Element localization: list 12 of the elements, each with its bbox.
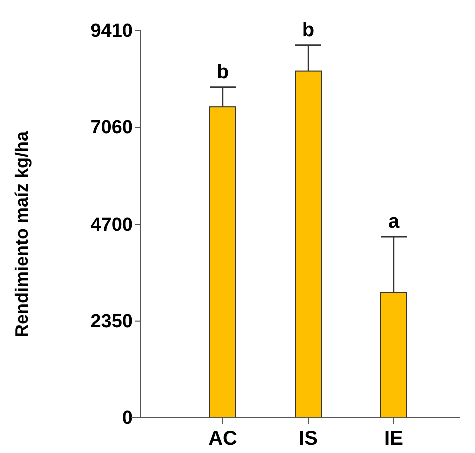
x-tick-label: IE: [384, 428, 404, 450]
y-tick-label: 0: [122, 408, 133, 430]
annotation: b: [216, 61, 230, 84]
x-tick-label: AC: [208, 428, 238, 450]
y-axis-title: Rendimiento maíz kg/ha: [12, 130, 32, 338]
annotation: a: [388, 211, 400, 234]
annotation: b: [302, 19, 315, 42]
y-tick-label: 9410: [90, 21, 133, 42]
x-tick-label: IS: [299, 428, 318, 450]
y-tick-label: 7060: [90, 118, 133, 139]
y-tick-label: 2350: [90, 311, 133, 332]
y-tick-label: 4700: [90, 214, 133, 236]
